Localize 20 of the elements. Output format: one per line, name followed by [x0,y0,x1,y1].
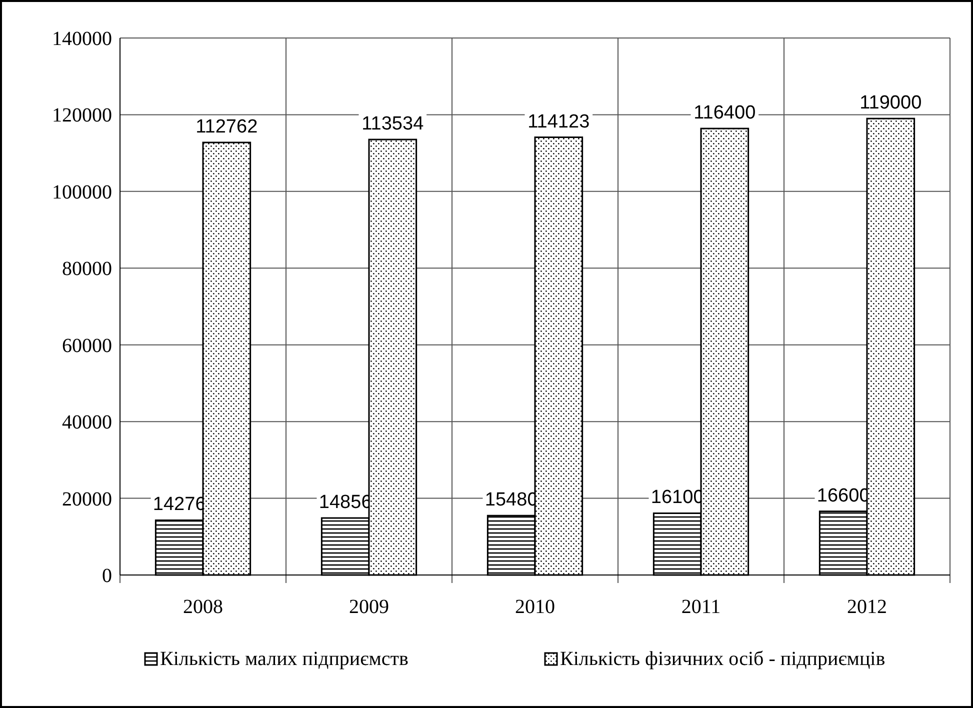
legend-label: Кількість фізичних осіб - підприємців [560,648,886,670]
x-tick-label: 2011 [681,596,721,618]
y-tick-label: 120000 [52,104,112,127]
y-tick-label: 20000 [62,488,112,510]
legend-label: Кількість малих підприємств [160,648,408,670]
y-tick-label: 100000 [52,181,112,204]
x-tick-label: 2010 [515,596,555,618]
y-tick-label: 140000 [52,28,112,50]
x-tick-label: 2012 [847,596,887,618]
y-tick-label: 60000 [62,334,112,357]
data-label: 119000 [860,92,922,114]
x-tick-label: 2009 [349,596,389,618]
data-label: 113534 [362,114,424,135]
y-tick-label: 40000 [62,412,112,434]
data-label: 114123 [528,111,590,132]
y-tick-label: 0 [102,565,112,587]
data-label: 112762 [196,116,258,138]
data-label: 116400 [694,102,756,124]
y-tick-label: 80000 [62,258,112,280]
x-tick-label: 2008 [183,596,223,618]
